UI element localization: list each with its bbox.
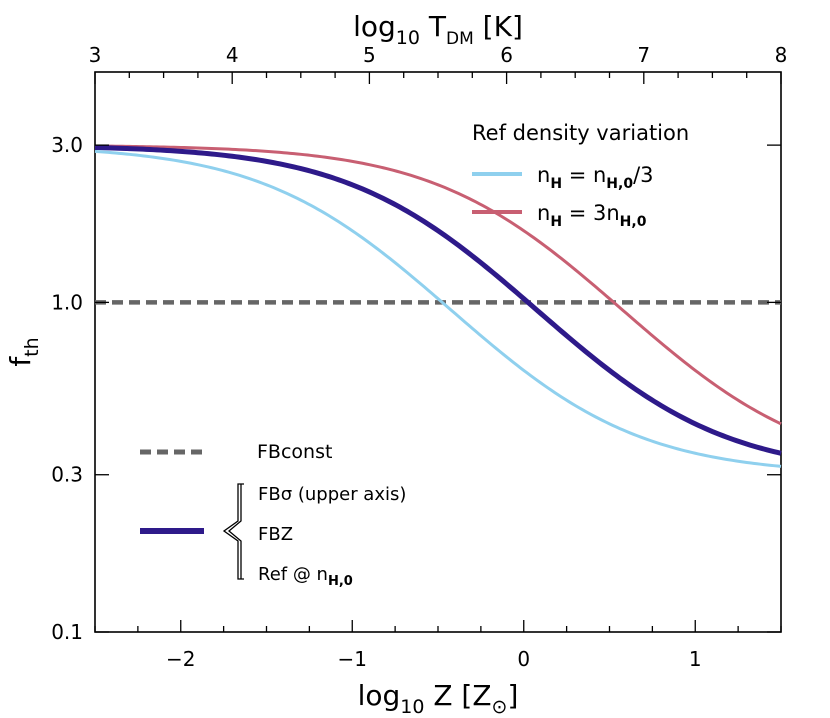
legend-label-low-density: nH = nH,0/3 bbox=[537, 163, 654, 192]
series-n-h-n-h-0-3 bbox=[94, 149, 782, 468]
x-bottom-tick-label: −1 bbox=[338, 647, 367, 671]
x-bottom-tick-label: −2 bbox=[166, 647, 195, 671]
legend-label-fbconst: FBconst bbox=[257, 441, 332, 463]
series-layer bbox=[94, 144, 782, 468]
plot-frame bbox=[94, 71, 782, 633]
x-top-tick-label: 3 bbox=[89, 43, 102, 67]
tick-layer: −2 −1 0 1 3 4 5 6 7 8 0.1 0.3 1.0 3.0 bbox=[51, 43, 787, 671]
legend-label-ref: Ref @ nH,0 bbox=[258, 564, 353, 589]
y-tick-label: 0.3 bbox=[51, 463, 83, 487]
y-tick-label: 3.0 bbox=[51, 133, 83, 157]
legend-brace bbox=[222, 483, 244, 580]
x-top-axis-label: log10 TDM [K] bbox=[353, 10, 523, 49]
x-top-tick-label: 4 bbox=[226, 43, 239, 67]
x-bottom-tick-label: 0 bbox=[517, 647, 530, 671]
legend-density: Ref density variation nH = nH,0/3 nH = 3… bbox=[472, 121, 689, 230]
x-top-tick-label: 7 bbox=[637, 43, 650, 67]
y-tick-label: 1.0 bbox=[51, 290, 83, 314]
y-tick-label: 0.1 bbox=[51, 620, 83, 644]
legend-label-fbsigma: FBσ (upper axis) bbox=[258, 484, 406, 505]
series-n-h-3n-h-0 bbox=[94, 144, 782, 426]
x-top-tick-label: 5 bbox=[363, 43, 376, 67]
x-top-tick-label: 6 bbox=[500, 43, 513, 67]
x-top-tick-label: 8 bbox=[775, 43, 788, 67]
legend-label-fbz: FBZ bbox=[258, 524, 293, 545]
y-axis-label: fth bbox=[4, 337, 43, 366]
legend-label-high-density: nH = 3nH,0 bbox=[537, 201, 647, 230]
legend-density-title: Ref density variation bbox=[472, 121, 689, 145]
x-bottom-tick-label: 1 bbox=[689, 647, 702, 671]
series-fbz bbox=[94, 144, 782, 456]
x-bottom-axis-label: log10 Z [Z⊙] bbox=[358, 679, 519, 718]
legend-models: FBconst FBσ (upper axis) FBZ Ref @ nH,0 bbox=[140, 441, 406, 589]
